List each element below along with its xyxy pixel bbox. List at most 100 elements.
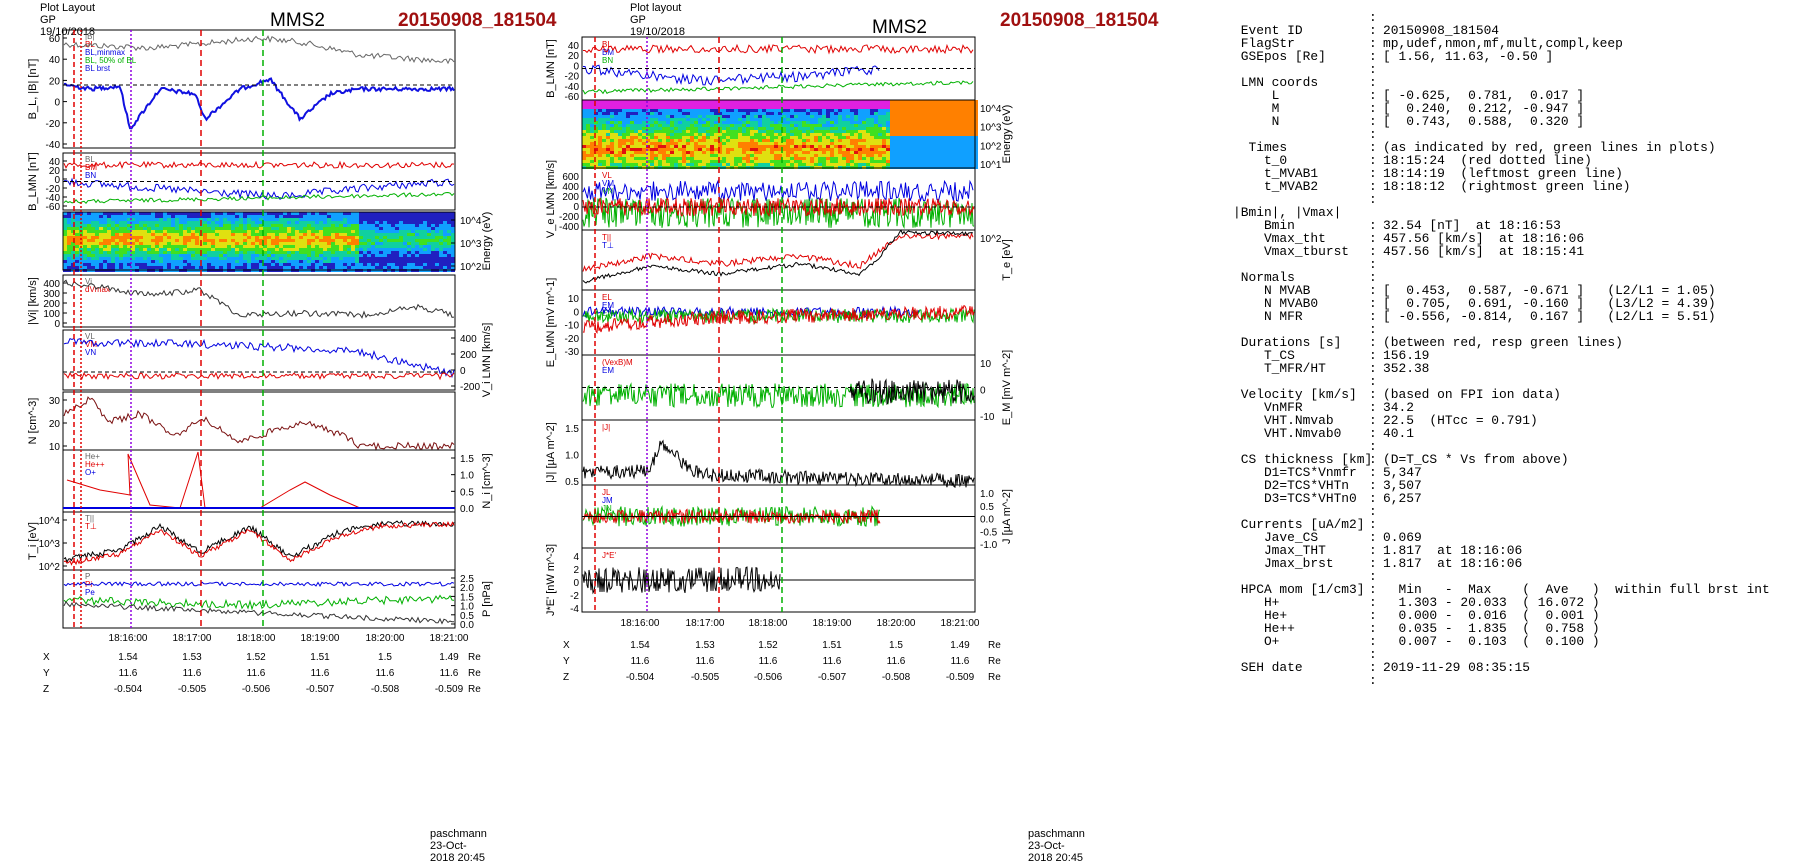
spectrogram-cell	[271, 263, 275, 266]
spectrogram-cell	[395, 248, 399, 251]
spectrogram-cell	[71, 242, 75, 245]
series-line-vn	[582, 196, 975, 217]
spectrogram-cell	[966, 151, 970, 154]
spectrogram-cell	[614, 154, 618, 157]
spectrogram-cell	[602, 151, 606, 154]
spectrogram-cell	[251, 215, 255, 218]
spectrogram-cell	[786, 151, 790, 154]
legend-entry: BL,minmax	[85, 48, 125, 57]
spectrogram-cell	[67, 221, 71, 224]
spectrogram-cell	[395, 233, 399, 236]
spectrogram-cell	[750, 151, 754, 154]
spectrogram-cell	[882, 124, 886, 127]
spectrogram-cell	[870, 154, 874, 157]
spectrogram-cell	[778, 160, 782, 163]
spectrogram-cell	[339, 236, 343, 239]
spectrogram-cell	[87, 233, 91, 236]
spectrogram-cell	[638, 112, 642, 115]
spectrogram-cell	[586, 145, 590, 148]
spectrogram-cell	[435, 239, 439, 242]
spectrogram-cell	[295, 233, 299, 236]
spectrogram-cell	[311, 257, 315, 260]
spectrogram-cell	[894, 106, 898, 109]
spectrogram-cell	[866, 130, 870, 133]
spectrogram-cell	[654, 136, 658, 139]
spectrogram-cell	[710, 130, 714, 133]
spectrogram-cell	[646, 124, 650, 127]
spectrogram-cell	[642, 127, 646, 130]
spectrogram-cell	[954, 103, 958, 106]
spectrogram-cell	[850, 100, 854, 103]
spectrogram-cell	[219, 266, 223, 269]
spectrogram-cell	[802, 160, 806, 163]
spectrogram-cell	[195, 224, 199, 227]
spectrogram-cell	[778, 130, 782, 133]
spectrogram-cell	[602, 127, 606, 130]
spectrogram-cell	[602, 109, 606, 112]
spectrogram-cell	[818, 106, 822, 109]
spectrogram-cell	[966, 109, 970, 112]
spectrogram-cell	[958, 127, 962, 130]
spectrogram-cell	[423, 218, 427, 221]
y-axis-label: V_e LMN [km/s]	[545, 160, 557, 238]
spectrogram-cell	[379, 239, 383, 242]
spectrogram-cell	[914, 109, 918, 112]
spectrogram-cell	[646, 115, 650, 118]
y-tick-label: 0	[460, 366, 466, 377]
spectrogram-cell	[391, 236, 395, 239]
spectrogram-cell	[451, 260, 455, 263]
spectrogram-cell	[734, 145, 738, 148]
legend-entry: JL	[602, 488, 611, 497]
spectrogram-cell	[287, 218, 291, 221]
spectrogram-cell	[670, 133, 674, 136]
spectrogram-cell	[710, 127, 714, 130]
spectrogram-cell	[718, 115, 722, 118]
spectrogram-cell	[806, 118, 810, 121]
spectrogram-cell	[770, 103, 774, 106]
spectrogram-cell	[930, 127, 934, 130]
spectrogram-cell	[906, 151, 910, 154]
spectrogram-cell	[590, 157, 594, 160]
spectrogram-cell	[834, 115, 838, 118]
spectrogram-cell	[922, 106, 926, 109]
spectrogram-cell	[602, 115, 606, 118]
spectrogram-cell	[143, 245, 147, 248]
spectrogram-cell	[854, 103, 858, 106]
spectrogram-cell	[387, 245, 391, 248]
spectrogram-cell	[850, 115, 854, 118]
spectrogram-cell	[766, 160, 770, 163]
spectrogram-cell	[842, 124, 846, 127]
spectrogram-cell	[594, 142, 598, 145]
spectrogram-cell	[590, 124, 594, 127]
spectrogram-cell	[642, 115, 646, 118]
spectrogram-cell	[890, 133, 894, 136]
spectrogram-cell	[267, 251, 271, 254]
spectrogram-cell	[155, 257, 159, 260]
spectrogram-cell	[722, 103, 726, 106]
spectrogram-cell	[207, 218, 211, 221]
spectrogram-cell	[95, 212, 99, 215]
spectrogram-cell	[762, 115, 766, 118]
spectrogram-cell	[678, 124, 682, 127]
spectrogram-cell	[758, 151, 762, 154]
spectrogram-cell	[646, 100, 650, 103]
spectrogram-cell	[191, 224, 195, 227]
spectrogram-cell	[610, 124, 614, 127]
spectrogram-cell	[235, 221, 239, 224]
y-tick-label: 0	[573, 61, 579, 72]
spectrogram-cell	[750, 136, 754, 139]
spectrogram-cell	[419, 263, 423, 266]
spectrogram-cell	[183, 221, 187, 224]
spectrogram-cell	[211, 251, 215, 254]
spectrogram-cell	[798, 133, 802, 136]
spectrogram-cell	[175, 215, 179, 218]
spectrogram-cell	[810, 151, 814, 154]
spectrogram-cell	[654, 109, 658, 112]
spectrogram-cell	[694, 133, 698, 136]
spectrogram-cell	[870, 109, 874, 112]
spectrogram-cell	[594, 133, 598, 136]
spectrogram-cell	[91, 236, 95, 239]
position-value: -0.507	[306, 684, 335, 695]
spectrogram-cell	[319, 230, 323, 233]
spectrogram-cell	[359, 257, 363, 260]
